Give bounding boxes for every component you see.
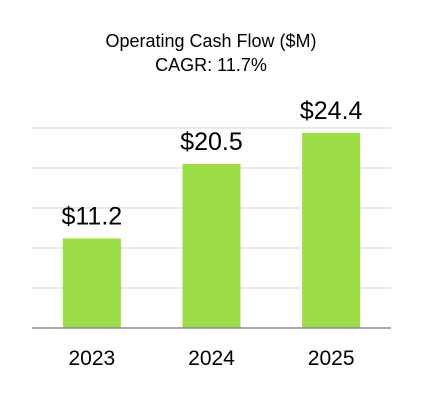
- data-label-2024: $20.5: [180, 128, 243, 156]
- x-tick-2025: 2025: [308, 347, 355, 370]
- chart-title: Operating Cash Flow ($M): [105, 31, 316, 51]
- x-tick-labels: 2023 2024 2025: [68, 347, 354, 370]
- bar-2024: [182, 164, 241, 328]
- x-tick-2023: 2023: [68, 347, 115, 370]
- bar-2025: [302, 132, 361, 328]
- bars: $11.2 $20.5 $24.4: [61, 97, 363, 328]
- data-label-2025: $24.4: [300, 97, 363, 125]
- data-label-2023: $11.2: [61, 202, 122, 230]
- bar-2023: [62, 238, 121, 328]
- chart-subtitle: CAGR: 11.7%: [155, 55, 267, 75]
- x-tick-2024: 2024: [188, 347, 235, 370]
